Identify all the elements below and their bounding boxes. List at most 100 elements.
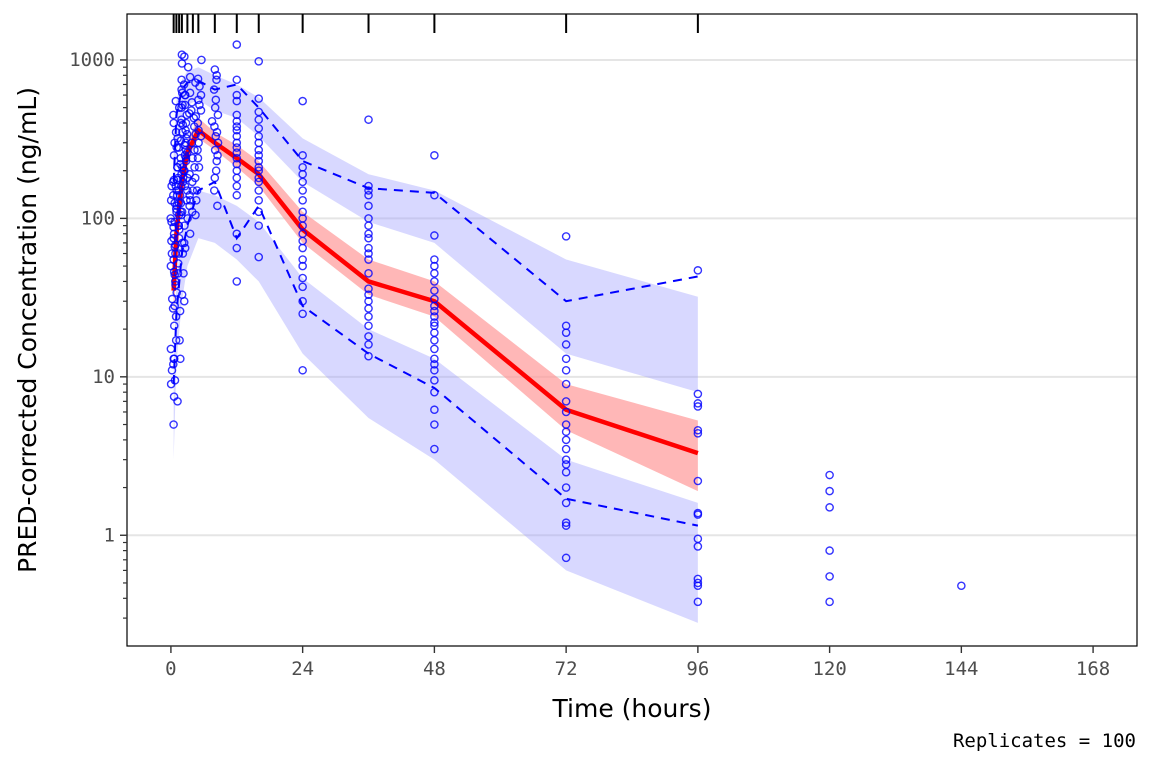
observed-point bbox=[430, 336, 439, 345]
observed-point bbox=[430, 321, 439, 331]
observed-point bbox=[561, 340, 571, 349]
observed-point bbox=[169, 233, 178, 243]
observed-point bbox=[170, 376, 180, 385]
observed-point bbox=[364, 332, 373, 341]
observed-point bbox=[180, 90, 190, 100]
x-tick-label: 168 bbox=[1076, 658, 1110, 680]
observed-point bbox=[364, 214, 373, 223]
observed-point bbox=[168, 359, 178, 369]
observed-point bbox=[254, 57, 264, 66]
observed-point bbox=[169, 420, 178, 429]
observed-point bbox=[174, 221, 184, 230]
observed-point bbox=[177, 207, 187, 217]
observed-point bbox=[171, 336, 181, 345]
x-axis-title: Time (hours) bbox=[552, 694, 712, 723]
observed-points bbox=[166, 40, 966, 607]
observed-point bbox=[430, 151, 439, 160]
observed-point bbox=[191, 112, 201, 121]
observed-point bbox=[190, 163, 199, 172]
observed-point bbox=[298, 151, 307, 160]
observed-point bbox=[174, 249, 184, 258]
observed-point bbox=[693, 508, 703, 518]
observed-point bbox=[298, 243, 307, 253]
observed-point bbox=[232, 190, 242, 200]
observed-point bbox=[364, 115, 373, 124]
observed-point bbox=[298, 282, 307, 292]
observed-point bbox=[193, 74, 203, 84]
observed-point bbox=[209, 85, 219, 94]
observed-point bbox=[298, 96, 307, 106]
x-tick-label: 24 bbox=[291, 658, 314, 680]
x-tick-label: 0 bbox=[165, 658, 176, 680]
y-tick-label: 1 bbox=[104, 524, 115, 546]
observed-point bbox=[364, 233, 373, 243]
observed-point bbox=[561, 420, 571, 429]
observed-point bbox=[693, 402, 703, 411]
observed-point bbox=[183, 62, 193, 72]
observed-point bbox=[185, 229, 195, 239]
observed-point bbox=[213, 110, 223, 120]
y-tick-label: 100 bbox=[81, 207, 115, 229]
observed-point bbox=[212, 75, 221, 85]
observed-point bbox=[430, 420, 439, 429]
observed-point bbox=[182, 129, 192, 139]
observed-point bbox=[561, 455, 571, 464]
observed-point bbox=[364, 321, 373, 331]
observed-point bbox=[561, 553, 571, 563]
observed-point bbox=[232, 122, 242, 131]
observed-point bbox=[179, 238, 189, 248]
observed-point bbox=[232, 90, 242, 100]
observed-point bbox=[212, 71, 221, 80]
observed-point bbox=[254, 163, 264, 172]
observed-point bbox=[364, 351, 373, 361]
observed-point bbox=[957, 581, 966, 591]
observed-point bbox=[825, 486, 834, 496]
observed-point bbox=[364, 269, 373, 278]
observed-point bbox=[364, 181, 373, 191]
observed-point bbox=[173, 397, 182, 406]
observed-point bbox=[195, 100, 204, 110]
observed-point bbox=[430, 328, 439, 337]
observed-point bbox=[561, 397, 571, 406]
observed-point bbox=[170, 301, 179, 311]
observed-point bbox=[232, 117, 242, 126]
observed-point bbox=[430, 312, 439, 321]
percentile-line bbox=[172, 79, 699, 303]
observed-point bbox=[183, 214, 192, 223]
replicates-caption: Replicates = 100 bbox=[953, 730, 1136, 752]
observed-point bbox=[172, 190, 182, 200]
observed-point bbox=[196, 90, 206, 100]
observed-point bbox=[167, 365, 177, 375]
observed-point bbox=[232, 143, 242, 152]
observed-point bbox=[171, 127, 181, 137]
observed-point bbox=[298, 163, 307, 172]
observed-point bbox=[561, 379, 571, 389]
x-axis: 0 24 48 72 96 120 144 168 bbox=[165, 646, 1110, 680]
observed-point bbox=[364, 284, 373, 293]
observed-point bbox=[254, 94, 264, 103]
observed-point bbox=[232, 277, 242, 286]
observed-point bbox=[693, 429, 703, 438]
observed-point bbox=[194, 95, 203, 105]
observed-point bbox=[693, 476, 703, 486]
observed-point bbox=[179, 269, 188, 278]
observed-point bbox=[232, 131, 242, 141]
observed-point bbox=[169, 354, 179, 364]
observed-point bbox=[232, 159, 242, 169]
observed-point bbox=[254, 151, 264, 160]
observed-point bbox=[364, 340, 373, 349]
plot-panel-border bbox=[126, 13, 1138, 647]
observed-point bbox=[193, 153, 203, 163]
observed-point bbox=[188, 153, 197, 163]
observed-point bbox=[232, 173, 242, 183]
observed-point bbox=[364, 249, 373, 258]
observed-point bbox=[175, 190, 185, 200]
observed-point bbox=[183, 148, 192, 157]
observed-point bbox=[254, 166, 264, 175]
observed-point bbox=[430, 190, 439, 200]
observed-point bbox=[175, 306, 185, 316]
observed-point bbox=[194, 163, 204, 172]
observed-point bbox=[298, 186, 307, 195]
observed-point bbox=[693, 266, 703, 275]
